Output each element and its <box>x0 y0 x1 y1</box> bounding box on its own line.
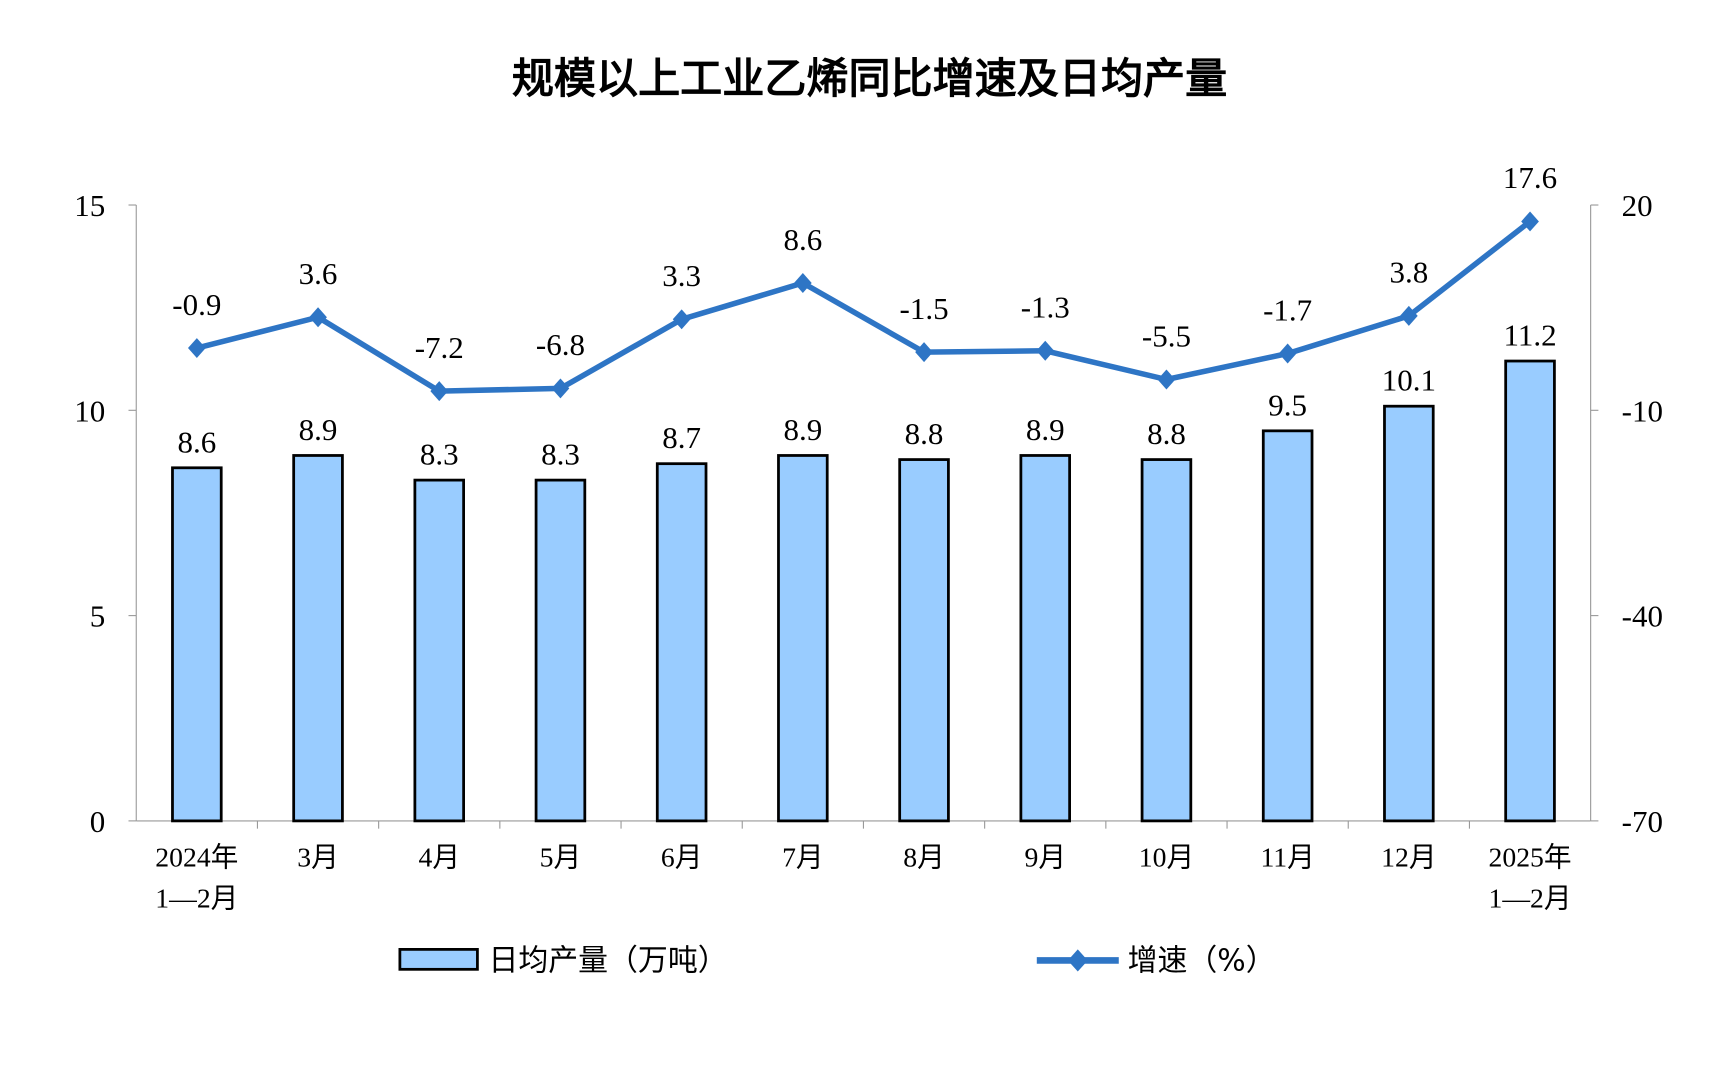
line-data-label: -1.7 <box>1263 292 1312 327</box>
x-tick-label: 8月 <box>903 841 945 872</box>
x-tick-label: 1—2月 <box>155 882 238 913</box>
diamond-marker <box>1521 211 1539 232</box>
bar-data-label: 10.1 <box>1382 363 1436 398</box>
bar-data-label: 9.5 <box>1268 387 1307 422</box>
line-data-label: 3.8 <box>1389 255 1428 290</box>
bar-data-label: 11.2 <box>1503 318 1556 353</box>
bar <box>1383 404 1435 823</box>
x-tick-label: 1—2月 <box>1489 882 1572 913</box>
x-tick-label: 5月 <box>540 841 582 872</box>
left-tick-label: 0 <box>90 804 106 839</box>
x-tick-label: 9月 <box>1024 841 1066 872</box>
line-data-label: 17.6 <box>1503 160 1557 195</box>
right-tick-label: 20 <box>1622 188 1653 223</box>
bar-data-label: 8.6 <box>177 424 216 459</box>
line-data-label: 8.6 <box>783 222 822 257</box>
diamond-marker <box>551 378 570 399</box>
line-data-label: -5.5 <box>1142 318 1191 353</box>
bar <box>777 454 829 823</box>
right-tick-label: -70 <box>1622 804 1663 839</box>
bar <box>171 466 223 823</box>
diamond-marker <box>1157 369 1176 390</box>
bar-data-label: 8.3 <box>541 437 580 472</box>
x-tick-label: 12月 <box>1381 841 1436 872</box>
legend-bar-swatch <box>398 948 479 971</box>
x-tick-label: 3月 <box>297 841 339 872</box>
bar-data-label: 8.8 <box>905 416 944 451</box>
chart-title: 规模以上工业乙烯同比增速及日均产量 <box>512 54 1227 103</box>
left-tick-label: 15 <box>74 188 105 223</box>
bar-data-label: 8.7 <box>662 420 701 455</box>
bar <box>1019 454 1071 823</box>
bar <box>1261 429 1314 823</box>
legend-line-label: 增速（%） <box>1128 943 1276 978</box>
x-tick-label: 11月 <box>1260 841 1314 872</box>
line-data-label: -0.9 <box>172 287 221 322</box>
line-data-label: 3.3 <box>662 258 701 293</box>
bar <box>534 478 587 823</box>
left-tick-label: 10 <box>74 393 105 428</box>
x-tick-label: 4月 <box>418 841 460 872</box>
x-tick-label: 2025年 <box>1489 841 1572 872</box>
right-tick-label: -10 <box>1622 393 1663 428</box>
diamond-marker <box>1036 340 1055 361</box>
line-data-label: -6.8 <box>536 327 585 362</box>
bar-data-label: 8.8 <box>1147 416 1186 451</box>
line-data-label: -1.3 <box>1021 290 1070 325</box>
diamond-marker <box>1399 305 1418 326</box>
diamond-marker <box>1278 343 1297 364</box>
diamond-marker <box>915 342 933 363</box>
bar <box>1504 359 1556 823</box>
diamond-marker <box>430 381 449 402</box>
x-tick-label: 6月 <box>661 841 703 872</box>
diamond-marker <box>793 273 812 293</box>
bar <box>413 478 465 823</box>
diamond-marker <box>187 338 206 359</box>
x-tick-label: 10月 <box>1139 841 1194 872</box>
x-tick-label: 7月 <box>782 841 824 872</box>
right-tick-label: -40 <box>1622 599 1663 634</box>
bar-data-label: 8.3 <box>420 437 459 472</box>
legend-bar-label: 日均产量（万吨） <box>488 943 727 978</box>
bar <box>1140 458 1193 823</box>
line-data-label: -7.2 <box>415 330 464 365</box>
legend-diamond-icon <box>1067 949 1088 972</box>
bar <box>655 462 708 823</box>
bar <box>292 454 344 823</box>
bar-data-label: 8.9 <box>1026 412 1065 447</box>
line-data-label: -1.5 <box>900 291 949 326</box>
diamond-marker <box>672 309 691 330</box>
line-data-label: 3.6 <box>299 256 338 291</box>
bar <box>898 458 950 823</box>
left-tick-label: 5 <box>90 599 106 634</box>
x-tick-label: 2024年 <box>155 841 238 872</box>
bar-data-label: 8.9 <box>299 412 338 447</box>
bar-data-label: 8.9 <box>783 412 822 447</box>
growth-line <box>196 219 1532 394</box>
